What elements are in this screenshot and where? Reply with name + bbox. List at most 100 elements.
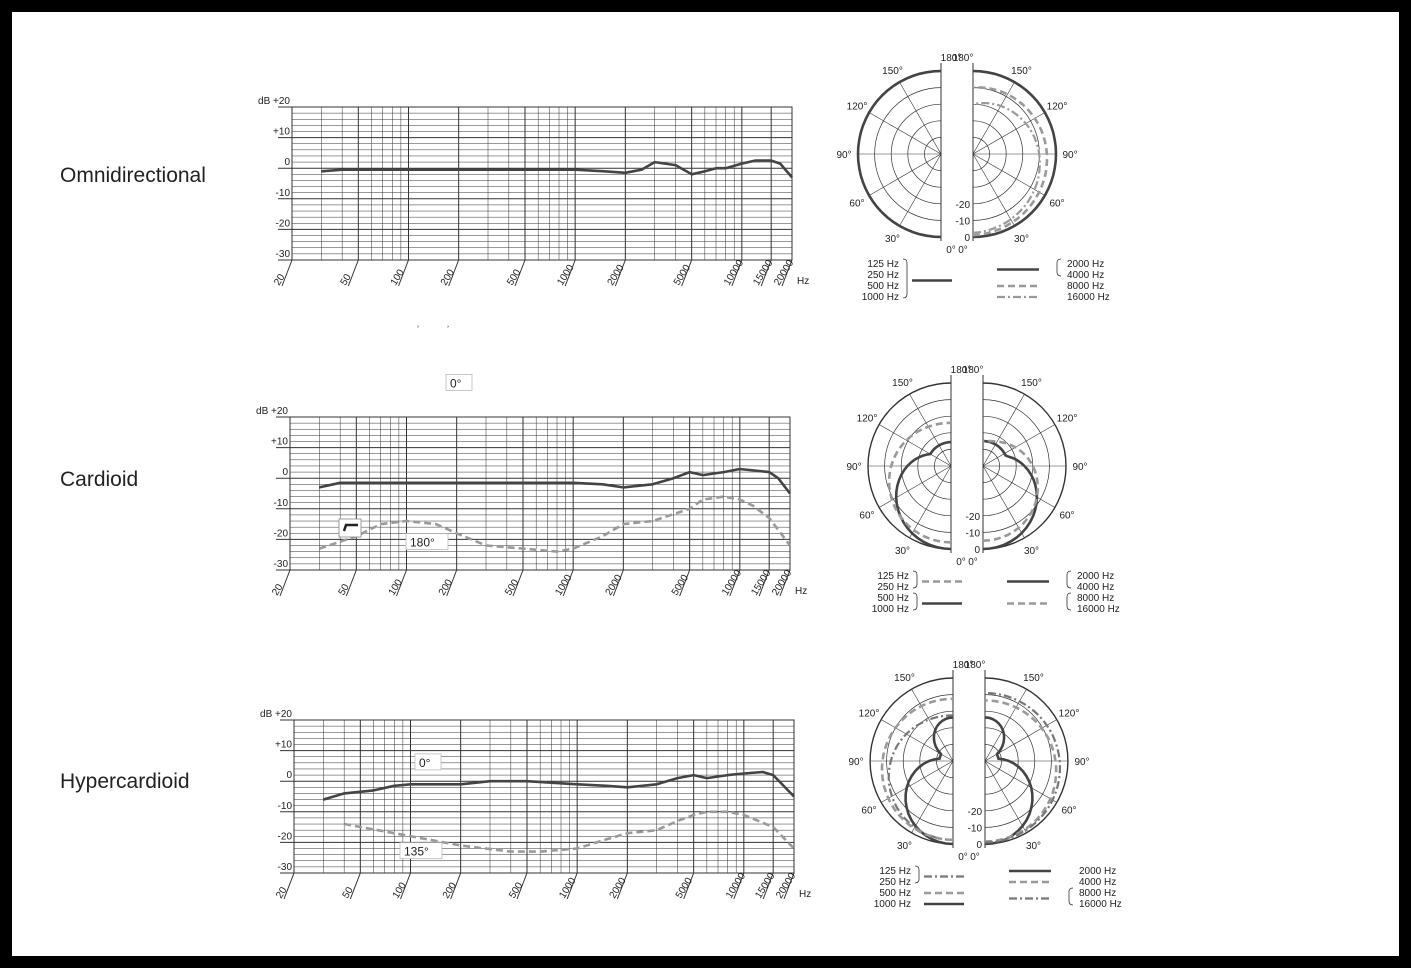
x-tick-label: 20000 [772,258,796,288]
x-tick-label: 15000 [749,568,773,598]
y-tick-label: +10 [273,127,290,138]
annotation-label: 0° [450,376,462,390]
polar-angle-label: 60° [1059,511,1074,522]
legend-label: 16000 Hz [1067,292,1110,303]
x-tick-leader [345,569,357,597]
polar-spoke [982,465,1056,508]
x-tick-leader [679,569,691,597]
plot-frame [291,106,793,261]
polar-angle-label: 0° [970,852,980,863]
polar-db-label: -10 [966,528,981,539]
x-tick-label: 10000 [720,568,744,598]
annotation-box [405,533,449,550]
annotation-label: 180° [410,536,435,550]
x-axis-unit: Hz [799,889,811,900]
y-tick-label: -20 [276,218,291,229]
polar-spoke [984,760,1027,834]
polar-angle-label: 180° [953,660,974,671]
polar-curve [887,421,952,544]
polar-curve [904,716,954,846]
polar-db-label: -10 [956,216,971,227]
x-tick-leader [398,259,409,287]
x-tick-leader [396,569,407,597]
y-tick-label: -30 [276,249,291,260]
polar-db-label: -20 [968,807,983,818]
polar-spoke [868,153,942,196]
x-tick-leader [731,259,743,287]
legend-brace [1056,258,1062,277]
x-tick-leader [283,872,295,900]
y-tick-label: dB +20 [258,96,290,107]
polar-angle-label: 60° [861,806,876,817]
x-tick-label: 2000 [606,263,627,288]
polar-curve [856,69,942,239]
x-tick-leader [562,569,574,597]
polar-angle-label: 0° [958,852,968,863]
legend-brace [1068,887,1074,906]
polar-angle-label: 120° [1057,414,1078,425]
polar-angle-label: 30° [885,234,900,245]
x-tick-label: 15000 [751,258,775,288]
polar-angle-label: 180° [953,53,974,64]
y-tick-label: +10 [275,740,292,751]
x-tick-label: 20 [270,582,285,598]
legend-label: 250 Hz [867,270,899,281]
polar-spoke [911,760,954,834]
x-tick-label: 50 [339,272,354,288]
y-tick-label: 0 [282,467,288,478]
x-tick-leader [783,872,795,900]
legend-label: 8000 Hz [1077,593,1114,604]
legend-label: 125 Hz [879,866,911,877]
polar-spoke [972,153,1015,227]
x-tick-leader [281,259,293,287]
x-tick-leader [760,259,772,287]
pattern-label-cardioid: Cardioid [60,468,139,491]
polar-plot-cardioid: 150° 120° 90° 60° 30° 180° 0° 150° 120° 90° 60° 30°… [846,365,1087,568]
polar-curve [894,440,952,551]
polar-plot-hypercardioid: 150° 120° 90° 60° 30° 180° 0° 150° 120° 90° 60° 30°… [848,660,1089,863]
x-tick-leader [446,569,458,597]
x-tick-leader [733,872,745,900]
x-tick-label: 10000 [724,871,748,901]
stray-mark: ʾ [446,323,450,337]
x-tick-leader [758,569,770,597]
legend-label: 500 Hz [877,593,909,604]
polar-angle-label: 60° [1061,806,1076,817]
x-tick-label: 1000 [555,263,576,288]
series-line [343,810,795,853]
x-tick-leader [400,872,411,900]
x-tick-leader [347,259,359,287]
y-tick-label: dB +20 [256,406,288,417]
polar-angle-label: 180° [951,365,972,376]
polar-spoke [909,465,952,539]
x-tick-label: 10000 [722,258,746,288]
legend-brace [912,592,918,611]
annotation-box [399,842,443,860]
legend-label: 4000 Hz [1067,270,1104,281]
legend-label: 2000 Hz [1079,866,1116,877]
polar-db-label: -20 [956,200,971,211]
y-tick-label: 0 [284,157,290,168]
x-tick-leader [512,569,524,597]
polar-angle-label: 0° [956,557,966,568]
legend-label: 1000 Hz [872,604,909,615]
stray-mark: ʾ [416,323,420,337]
polar-spoke [982,424,1056,467]
x-tick-leader [564,259,576,287]
legend-label: 16000 Hz [1079,899,1122,910]
polar-curve [984,699,1058,843]
x-tick-leader [683,872,695,900]
legend-brace [912,570,918,589]
polar-spoke [982,393,1025,467]
x-tick-leader [762,872,774,900]
series-line [318,495,792,553]
polar-curve [972,69,1058,239]
x-tick-label: 20000 [770,568,794,598]
x-tick-leader [279,569,291,597]
polar-curve [984,691,1062,844]
legend-label: 500 Hz [867,281,899,292]
